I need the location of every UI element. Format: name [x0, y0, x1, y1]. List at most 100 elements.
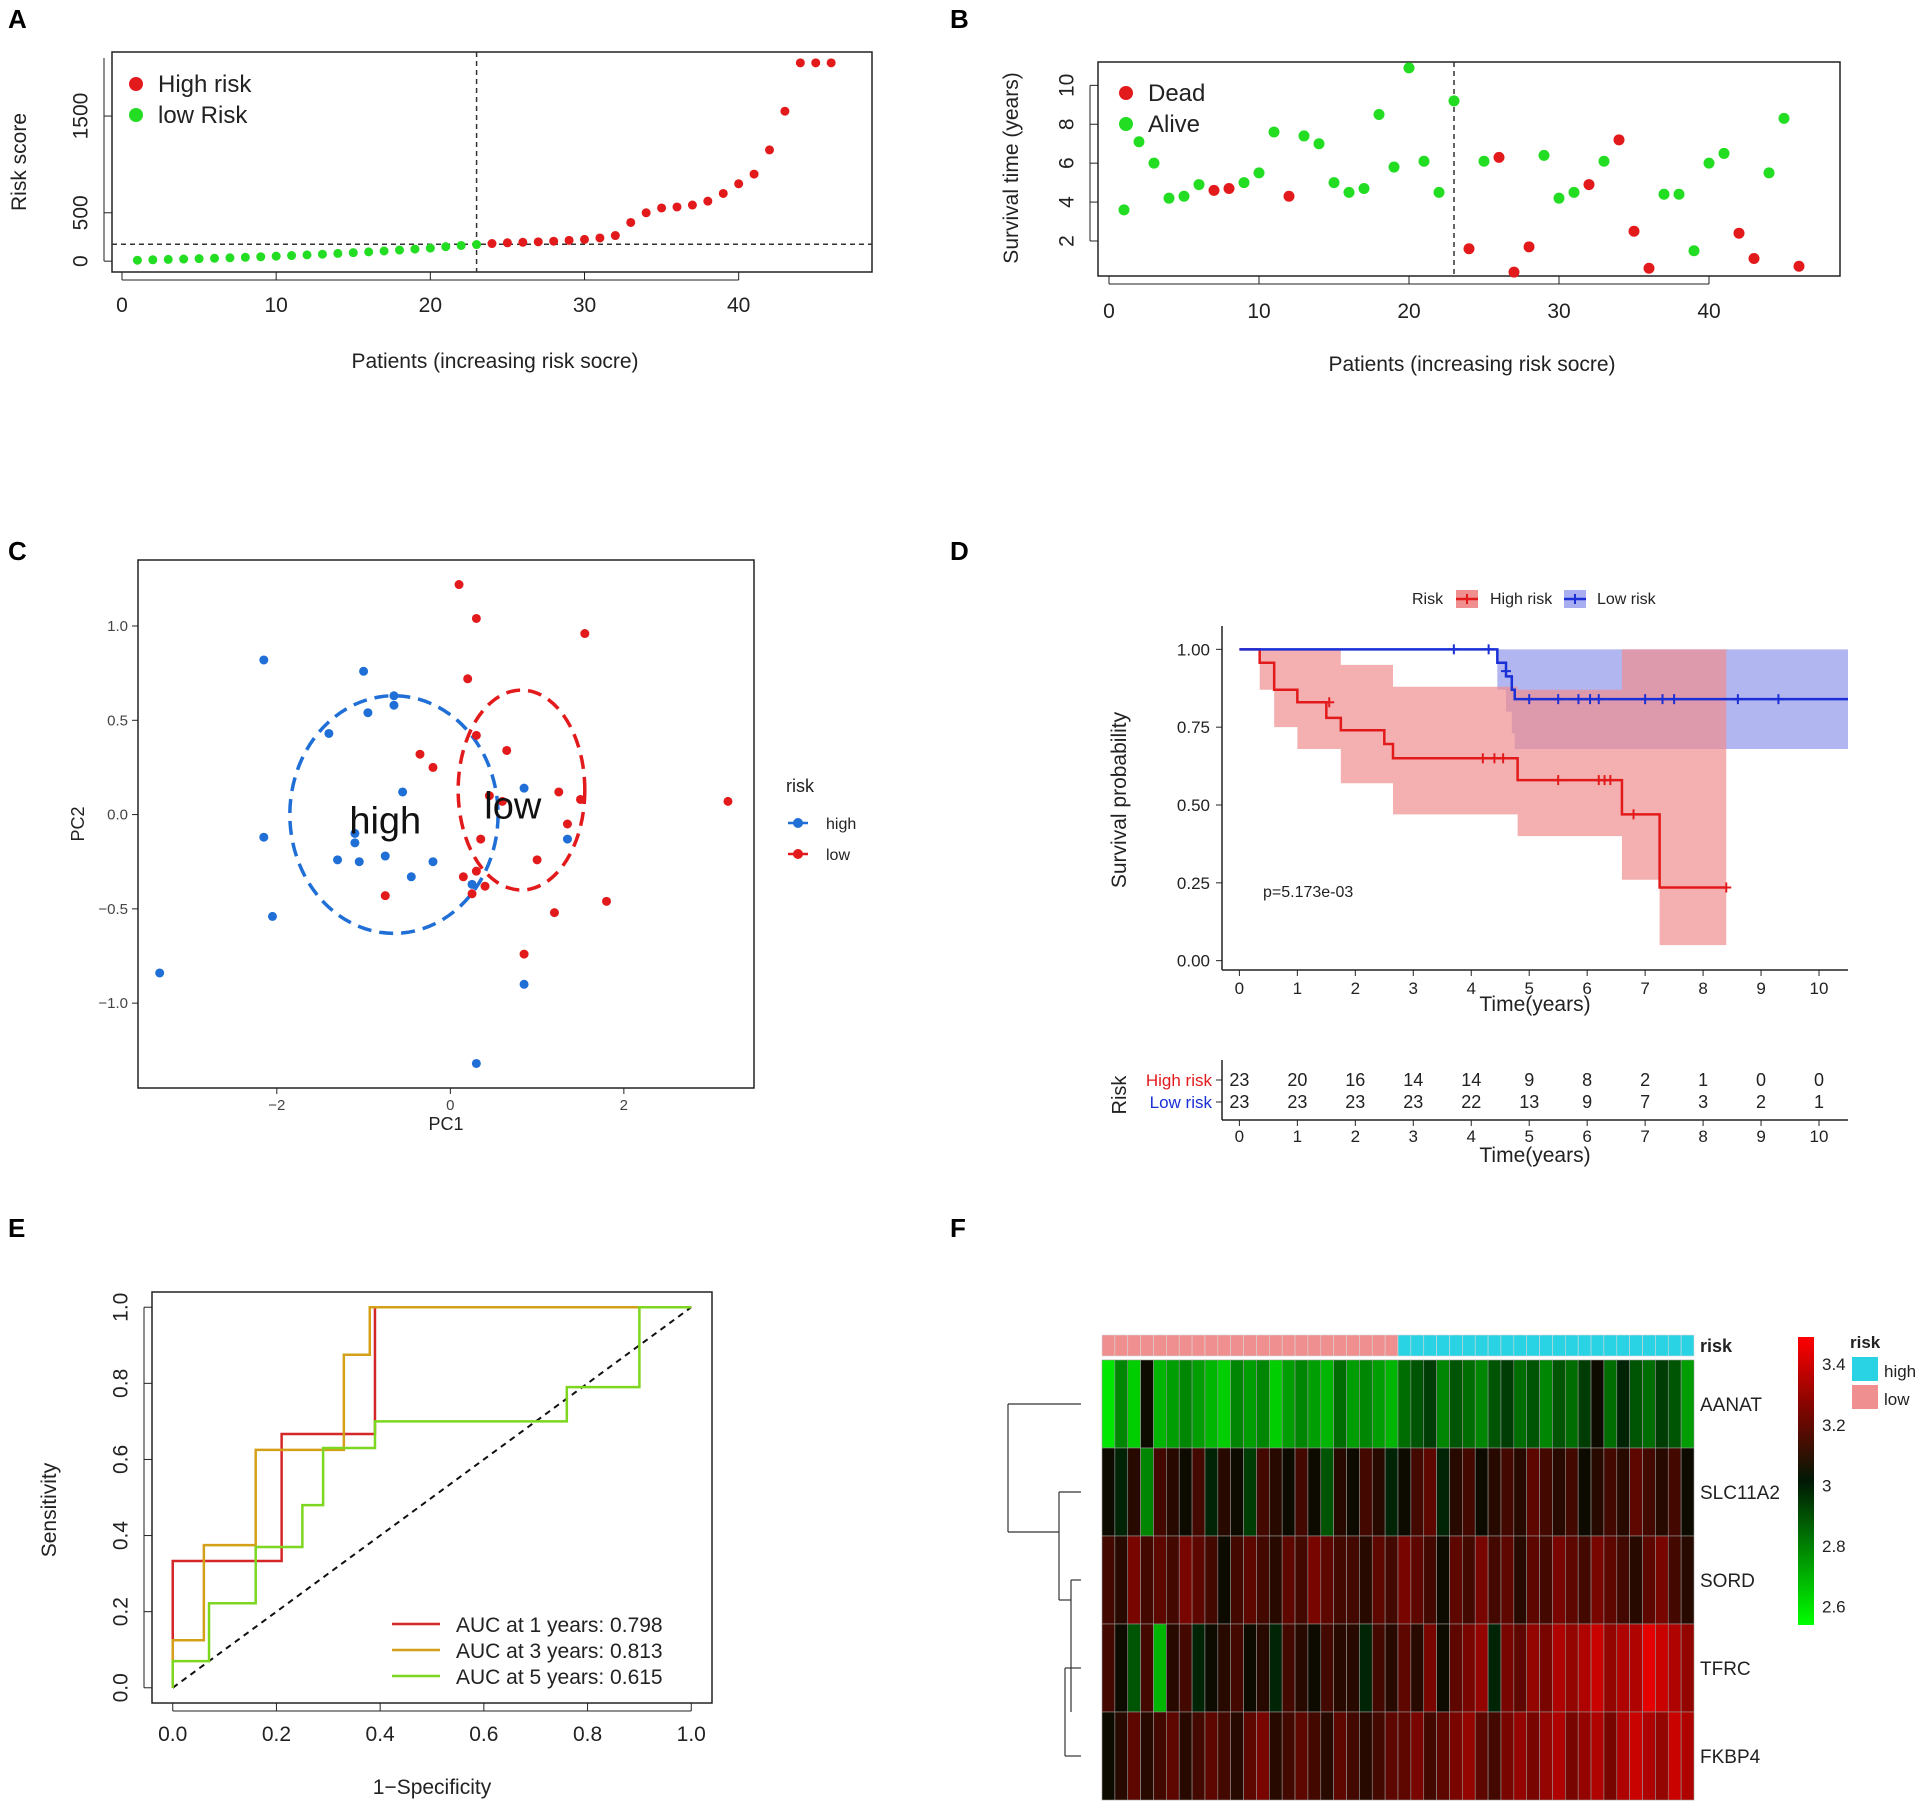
- data-point: [703, 196, 713, 206]
- heatmap-cell: [1166, 1447, 1180, 1537]
- heatmap-cell: [1269, 1447, 1283, 1537]
- data-point: [463, 674, 473, 684]
- data-point: [1463, 243, 1475, 255]
- data-point: [1673, 188, 1685, 200]
- data-point: [1733, 227, 1745, 239]
- x-tick-label: 20: [1397, 300, 1420, 323]
- heatmap-cell: [1384, 1359, 1399, 1449]
- data-point: [456, 240, 466, 250]
- heatmap-cell: [1513, 1535, 1527, 1625]
- data-point: [1283, 190, 1295, 202]
- heatmap-cell: [1500, 1711, 1515, 1801]
- heatmap-cell: [1436, 1359, 1450, 1449]
- data-point: [1253, 167, 1265, 179]
- heatmap-cell: [1281, 1535, 1296, 1625]
- plot-frame: [151, 1291, 713, 1704]
- heatmap-cell: [1281, 1623, 1296, 1713]
- heatmap-cell: [1474, 1711, 1489, 1801]
- x-tick-label: 0: [446, 1097, 454, 1114]
- x-tick-label: 0: [116, 294, 128, 317]
- heatmap-cell: [1230, 1447, 1244, 1537]
- heatmap-cell: [1333, 1711, 1347, 1801]
- risk-count: 9: [1524, 1070, 1534, 1090]
- risk-annotation-cell: [1101, 1334, 1116, 1357]
- heatmap-cell: [1371, 1623, 1386, 1713]
- x-tick-label: 2: [620, 1097, 628, 1114]
- annotation-label: risk: [1700, 1336, 1733, 1356]
- heatmap-cell: [1359, 1359, 1373, 1449]
- heatmap-cell: [1603, 1535, 1618, 1625]
- heatmap-cell: [1320, 1535, 1334, 1625]
- risk-annotation-cell: [1294, 1334, 1309, 1357]
- x-axis-label: Time(years): [1479, 993, 1590, 1016]
- heatmap-cell: [1333, 1623, 1347, 1713]
- heatmap-cell: [1269, 1623, 1283, 1713]
- data-point: [1628, 225, 1640, 237]
- data-point: [532, 855, 542, 865]
- heatmap-cell: [1320, 1711, 1334, 1801]
- heatmap-cell: [1603, 1623, 1618, 1713]
- heatmap-cell: [1449, 1447, 1463, 1537]
- heatmap-cell: [1539, 1535, 1553, 1625]
- heatmap-cell: [1371, 1359, 1386, 1449]
- x-tick-label: 30: [1547, 300, 1570, 323]
- y-tick-label: 0.0: [107, 807, 128, 824]
- y-tick-label: 0.5: [107, 712, 128, 729]
- data-point: [1358, 182, 1370, 194]
- panel-b: 0 10 20 30 40 2 4 6 8 10 Patients (increasing risk…: [1000, 61, 1841, 376]
- heatmap-cell: [1269, 1711, 1283, 1801]
- data-point: [1448, 95, 1460, 107]
- y-tick-label: 6: [1056, 157, 1079, 169]
- data-point: [1403, 62, 1415, 74]
- heatmap-cell: [1552, 1623, 1566, 1713]
- heatmap-cell: [1166, 1535, 1180, 1625]
- heatmap-cell: [1333, 1535, 1347, 1625]
- data-point: [502, 745, 512, 755]
- x-tick-label: 10: [1810, 979, 1829, 998]
- risk-annotation-cell: [1577, 1334, 1592, 1357]
- risk-annotation-cell: [1153, 1334, 1167, 1357]
- colorbar-tick-label: 2.8: [1822, 1537, 1846, 1556]
- gene-label: SORD: [1700, 1571, 1755, 1592]
- data-point: [398, 787, 408, 797]
- heatmap-cell: [1616, 1711, 1630, 1801]
- heatmap-cell: [1552, 1711, 1566, 1801]
- heatmap-cell: [1680, 1359, 1695, 1449]
- data-point: [194, 254, 204, 264]
- heatmap-cell: [1320, 1447, 1334, 1537]
- risk-annotation-cell: [1436, 1334, 1450, 1357]
- data-point: [271, 251, 281, 261]
- risk-annotation-cell: [1256, 1334, 1270, 1357]
- heatmap-cell: [1114, 1623, 1129, 1713]
- data-point: [518, 237, 528, 247]
- risk-count: 7: [1640, 1092, 1650, 1112]
- heatmap-cell: [1307, 1623, 1322, 1713]
- heatmap-cell: [1423, 1623, 1437, 1713]
- risk-annotation-cell: [1178, 1334, 1193, 1357]
- data-point: [1328, 177, 1340, 189]
- x-tick-label: 5: [1524, 979, 1533, 998]
- heatmap-cell: [1243, 1535, 1257, 1625]
- legend-marker: [129, 77, 143, 91]
- ellipse-label: low: [484, 785, 542, 827]
- risk-annotation-cell: [1384, 1334, 1399, 1357]
- data-point: [734, 179, 744, 189]
- data-point: [471, 613, 481, 623]
- heatmap-cell: [1487, 1447, 1502, 1537]
- heatmap-cell: [1346, 1447, 1360, 1537]
- data-point: [1583, 179, 1595, 191]
- data-point: [765, 145, 774, 155]
- data-point: [155, 968, 165, 978]
- risk-annotation-cell: [1397, 1334, 1412, 1357]
- x-tick-label: 4: [1467, 1127, 1476, 1146]
- ci-band: [1239, 649, 1727, 946]
- x-tick-label: 0.8: [573, 1723, 602, 1746]
- heatmap-cell: [1526, 1535, 1540, 1625]
- y-tick-label: 0.00: [1177, 952, 1210, 971]
- data-point: [718, 188, 728, 198]
- heatmap-cell: [1101, 1535, 1116, 1625]
- heatmap-cell: [1269, 1359, 1283, 1449]
- panel-f: risk AANAT SLC11A2 SORD TFRC FKBP4 3.4 3.2 3 2.8 2…: [1007, 1333, 1916, 1801]
- heatmap-cell: [1410, 1359, 1425, 1449]
- y-tick-label: 1.0: [110, 1293, 133, 1322]
